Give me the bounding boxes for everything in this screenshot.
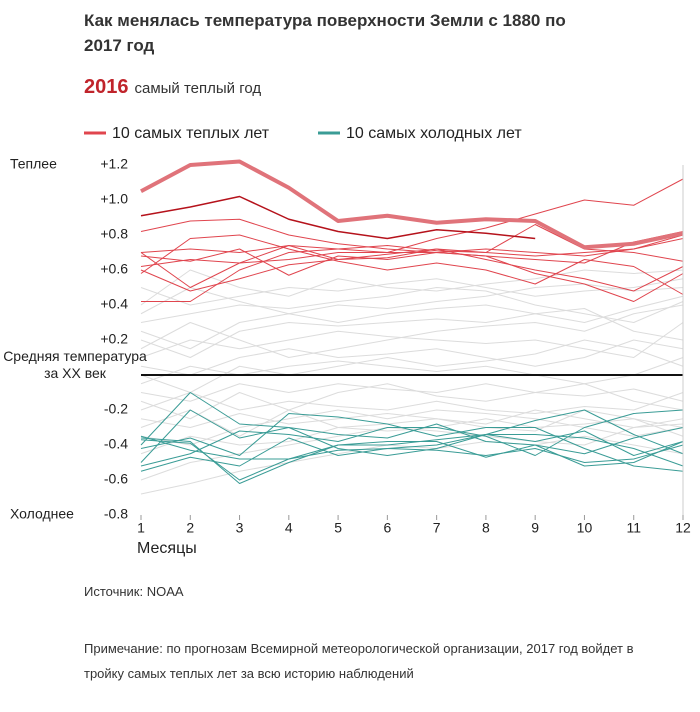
background-line [140,409,684,428]
highlight-line [140,159,684,250]
x-tick-label: 6 [383,520,391,536]
x-tick-label: 5 [334,520,342,536]
y-tick-label: +1.2 [100,156,128,172]
series-line [140,231,684,276]
background-line [140,339,684,393]
background-line [140,278,684,306]
y-tick-label: -0.4 [104,436,128,452]
highlight-year: 2016 [84,76,129,98]
source: Источник: NOAA [84,584,184,599]
background-line [140,304,684,358]
series-line [140,409,684,467]
y-tick-label: +1.0 [100,191,128,207]
series-line [140,234,684,288]
y-tick-label: -0.8 [104,506,128,522]
highlight-text: самый теплый год [134,80,262,97]
background-line [140,409,684,455]
x-axis-label: Месяцы [137,540,197,557]
top-label: Теплее [10,156,57,172]
background-line [140,308,684,358]
x-tick-label: 11 [626,520,641,536]
x-tick-label: 8 [482,520,490,536]
x-tick-label: 7 [433,520,441,536]
extra-line [140,195,536,240]
y-tick-label: +0.8 [100,226,128,242]
x-tick-label: 3 [236,520,244,536]
y-tick-label: +0.4 [100,296,128,312]
series-line [140,439,684,481]
background-line [140,283,684,315]
y-tick-label: -0.6 [104,471,128,487]
series-line [140,248,684,292]
series-line [141,224,684,302]
x-tick-label: 2 [186,520,194,536]
background-line [140,383,684,420]
series-line [140,218,684,257]
x-tick-label: 1 [137,520,145,536]
bottom-label: Холоднее [10,506,74,522]
y-tick-label: Средняя температура за XX век [3,348,147,381]
series-line [140,430,684,460]
highlight: 2016 самый теплый год [84,76,261,99]
background-line [140,339,684,376]
series-line [140,409,684,463]
background-line [140,287,684,323]
note: Примечание: по прогнозам Всемирной метео… [84,641,634,681]
x-tick-label: 12 [675,520,691,536]
background-line [140,383,684,402]
background-line [140,269,684,306]
background-line [140,409,684,446]
background-line [140,357,684,385]
series-line [140,234,684,295]
series-line [140,392,684,456]
background-line [140,295,684,350]
x-tick-label: 4 [285,520,293,536]
series-line [140,178,684,253]
y-tick-label: +0.6 [100,261,128,277]
chart-title: Как менялась температура поверхности Зем… [84,11,566,55]
x-tick-label: 9 [531,520,539,536]
background-line [140,392,684,414]
y-tick-label: -0.2 [104,401,128,417]
background-line [140,322,684,358]
y-tick-label: +0.2 [100,331,128,347]
series-line [140,434,684,472]
legend-label: 10 самых холодных лет [346,125,522,142]
legend-label: 10 самых теплых лет [112,125,270,142]
series-line [140,252,684,302]
series-line [140,437,684,484]
background-line [140,423,684,481]
x-tick-label: 10 [577,520,593,536]
